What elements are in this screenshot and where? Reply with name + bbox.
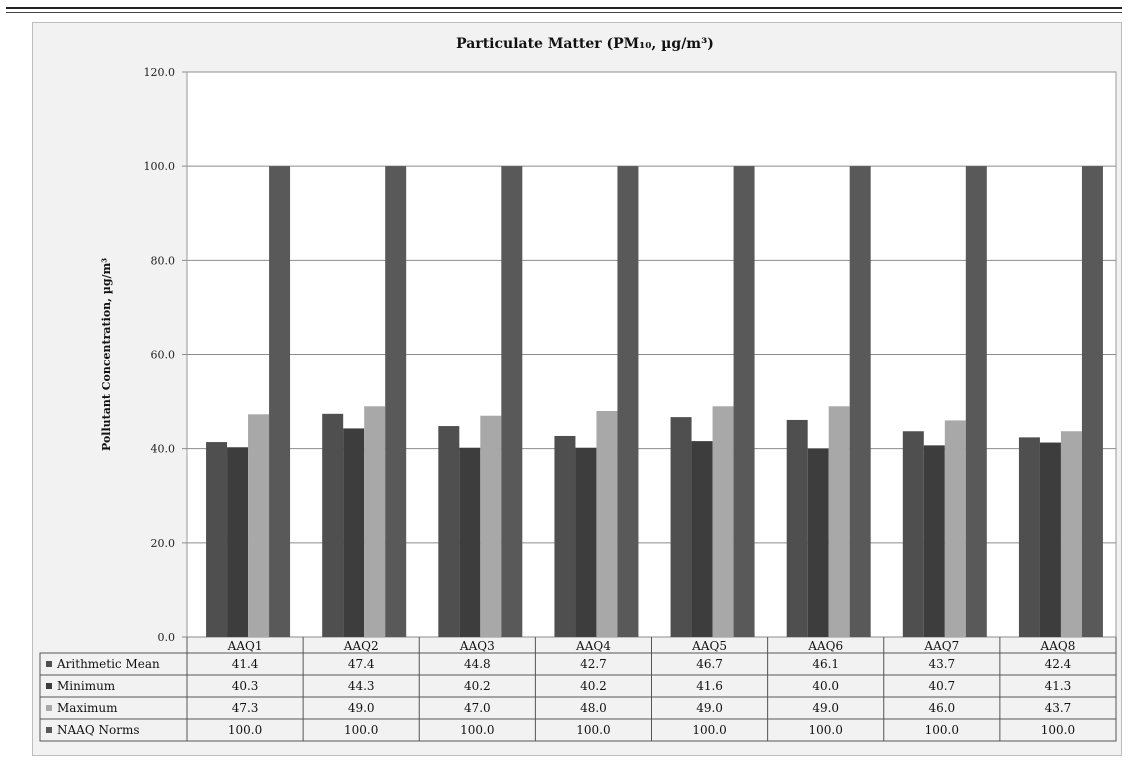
bar xyxy=(712,406,734,637)
data-label: 100.0 xyxy=(925,723,959,737)
legend-label: Arithmetic Mean xyxy=(56,657,160,671)
data-label: 47.3 xyxy=(232,701,259,715)
x-category-label: AAQ7 xyxy=(923,639,959,653)
data-label: 49.0 xyxy=(348,701,375,715)
data-label: 100.0 xyxy=(344,723,378,737)
data-label: 44.8 xyxy=(464,657,491,671)
bar xyxy=(902,431,924,637)
bar xyxy=(670,417,692,637)
bar xyxy=(596,411,618,637)
data-label: 47.4 xyxy=(348,657,375,671)
bar xyxy=(923,445,945,637)
legend-label: NAAQ Norms xyxy=(57,723,139,737)
y-tick-label: 100.0 xyxy=(144,160,176,173)
bar xyxy=(733,166,755,637)
bar xyxy=(1060,431,1082,637)
data-label: 40.3 xyxy=(232,679,259,693)
bar xyxy=(248,414,270,637)
y-tick-label: 0.0 xyxy=(158,631,176,644)
bar xyxy=(206,442,228,637)
bar xyxy=(501,166,523,637)
legend-label: Minimum xyxy=(57,679,116,693)
legend-key xyxy=(46,705,52,711)
data-label: 100.0 xyxy=(692,723,726,737)
chart-title: Particulate Matter (PM₁₀, µg/m³) xyxy=(456,36,714,52)
legend-label: Maximum xyxy=(57,701,118,715)
bar xyxy=(691,441,713,637)
y-tick-label: 40.0 xyxy=(151,443,176,456)
bar xyxy=(944,420,966,637)
data-label: 49.0 xyxy=(812,701,839,715)
data-label: 46.0 xyxy=(928,701,955,715)
data-label: 43.7 xyxy=(1045,701,1072,715)
data-label: 44.3 xyxy=(348,679,375,693)
bar xyxy=(965,166,987,637)
bar xyxy=(575,447,597,637)
x-category-label: AAQ5 xyxy=(691,639,727,653)
data-label: 41.6 xyxy=(696,679,723,693)
bar xyxy=(459,447,481,637)
bar xyxy=(617,166,639,637)
y-tick-label: 20.0 xyxy=(151,537,176,550)
top-rule xyxy=(6,7,1122,9)
bar xyxy=(322,413,344,637)
y-axis-label: Pollutant Concentration, µg/m³ xyxy=(100,258,113,451)
bar xyxy=(480,415,502,637)
data-label: 40.2 xyxy=(464,679,491,693)
x-category-label: AAQ6 xyxy=(807,639,843,653)
data-label: 100.0 xyxy=(460,723,494,737)
data-label: 48.0 xyxy=(580,701,607,715)
legend-key xyxy=(46,661,52,667)
x-category-label: AAQ1 xyxy=(227,639,263,653)
y-tick-label: 60.0 xyxy=(151,349,176,362)
x-category-label: AAQ2 xyxy=(343,639,379,653)
y-tick-label: 120.0 xyxy=(144,66,176,79)
legend-key xyxy=(46,727,52,733)
bar xyxy=(227,447,249,637)
data-label: 40.0 xyxy=(812,679,839,693)
bar xyxy=(343,428,365,637)
data-label: 41.3 xyxy=(1045,679,1072,693)
bar xyxy=(807,448,829,637)
data-label: 100.0 xyxy=(1041,723,1075,737)
top-rule-thin xyxy=(6,12,1122,13)
bar xyxy=(385,166,407,637)
data-label: 46.7 xyxy=(696,657,723,671)
plot-area: 0.0 20.0 40.0 60.0 80.0 100.0 120.0 AAQ1 AAQ2 AAQ… xyxy=(39,66,1117,742)
bar xyxy=(849,166,871,637)
x-category-label: AAQ4 xyxy=(575,639,611,653)
data-label: 47.0 xyxy=(464,701,491,715)
bar xyxy=(1018,437,1040,637)
bar xyxy=(438,426,460,637)
x-category-label: AAQ3 xyxy=(459,639,495,653)
data-label: 49.0 xyxy=(696,701,723,715)
data-label: 100.0 xyxy=(809,723,843,737)
data-label: 40.2 xyxy=(580,679,607,693)
data-label: 43.7 xyxy=(928,657,955,671)
bar xyxy=(1039,442,1061,637)
data-label: 42.7 xyxy=(580,657,607,671)
bar xyxy=(269,166,291,637)
data-label: 46.1 xyxy=(812,657,839,671)
x-category-label: AAQ8 xyxy=(1040,639,1076,653)
data-label: 42.4 xyxy=(1045,657,1072,671)
bar xyxy=(554,435,576,637)
bar xyxy=(828,406,850,637)
data-label: 40.7 xyxy=(928,679,955,693)
bar xyxy=(786,419,808,637)
y-tick-label: 80.0 xyxy=(151,254,176,267)
bar xyxy=(364,406,386,637)
data-label: 100.0 xyxy=(576,723,610,737)
data-label: 41.4 xyxy=(232,657,259,671)
bar xyxy=(1081,166,1103,637)
data-label: 100.0 xyxy=(228,723,262,737)
legend-key xyxy=(46,683,52,689)
